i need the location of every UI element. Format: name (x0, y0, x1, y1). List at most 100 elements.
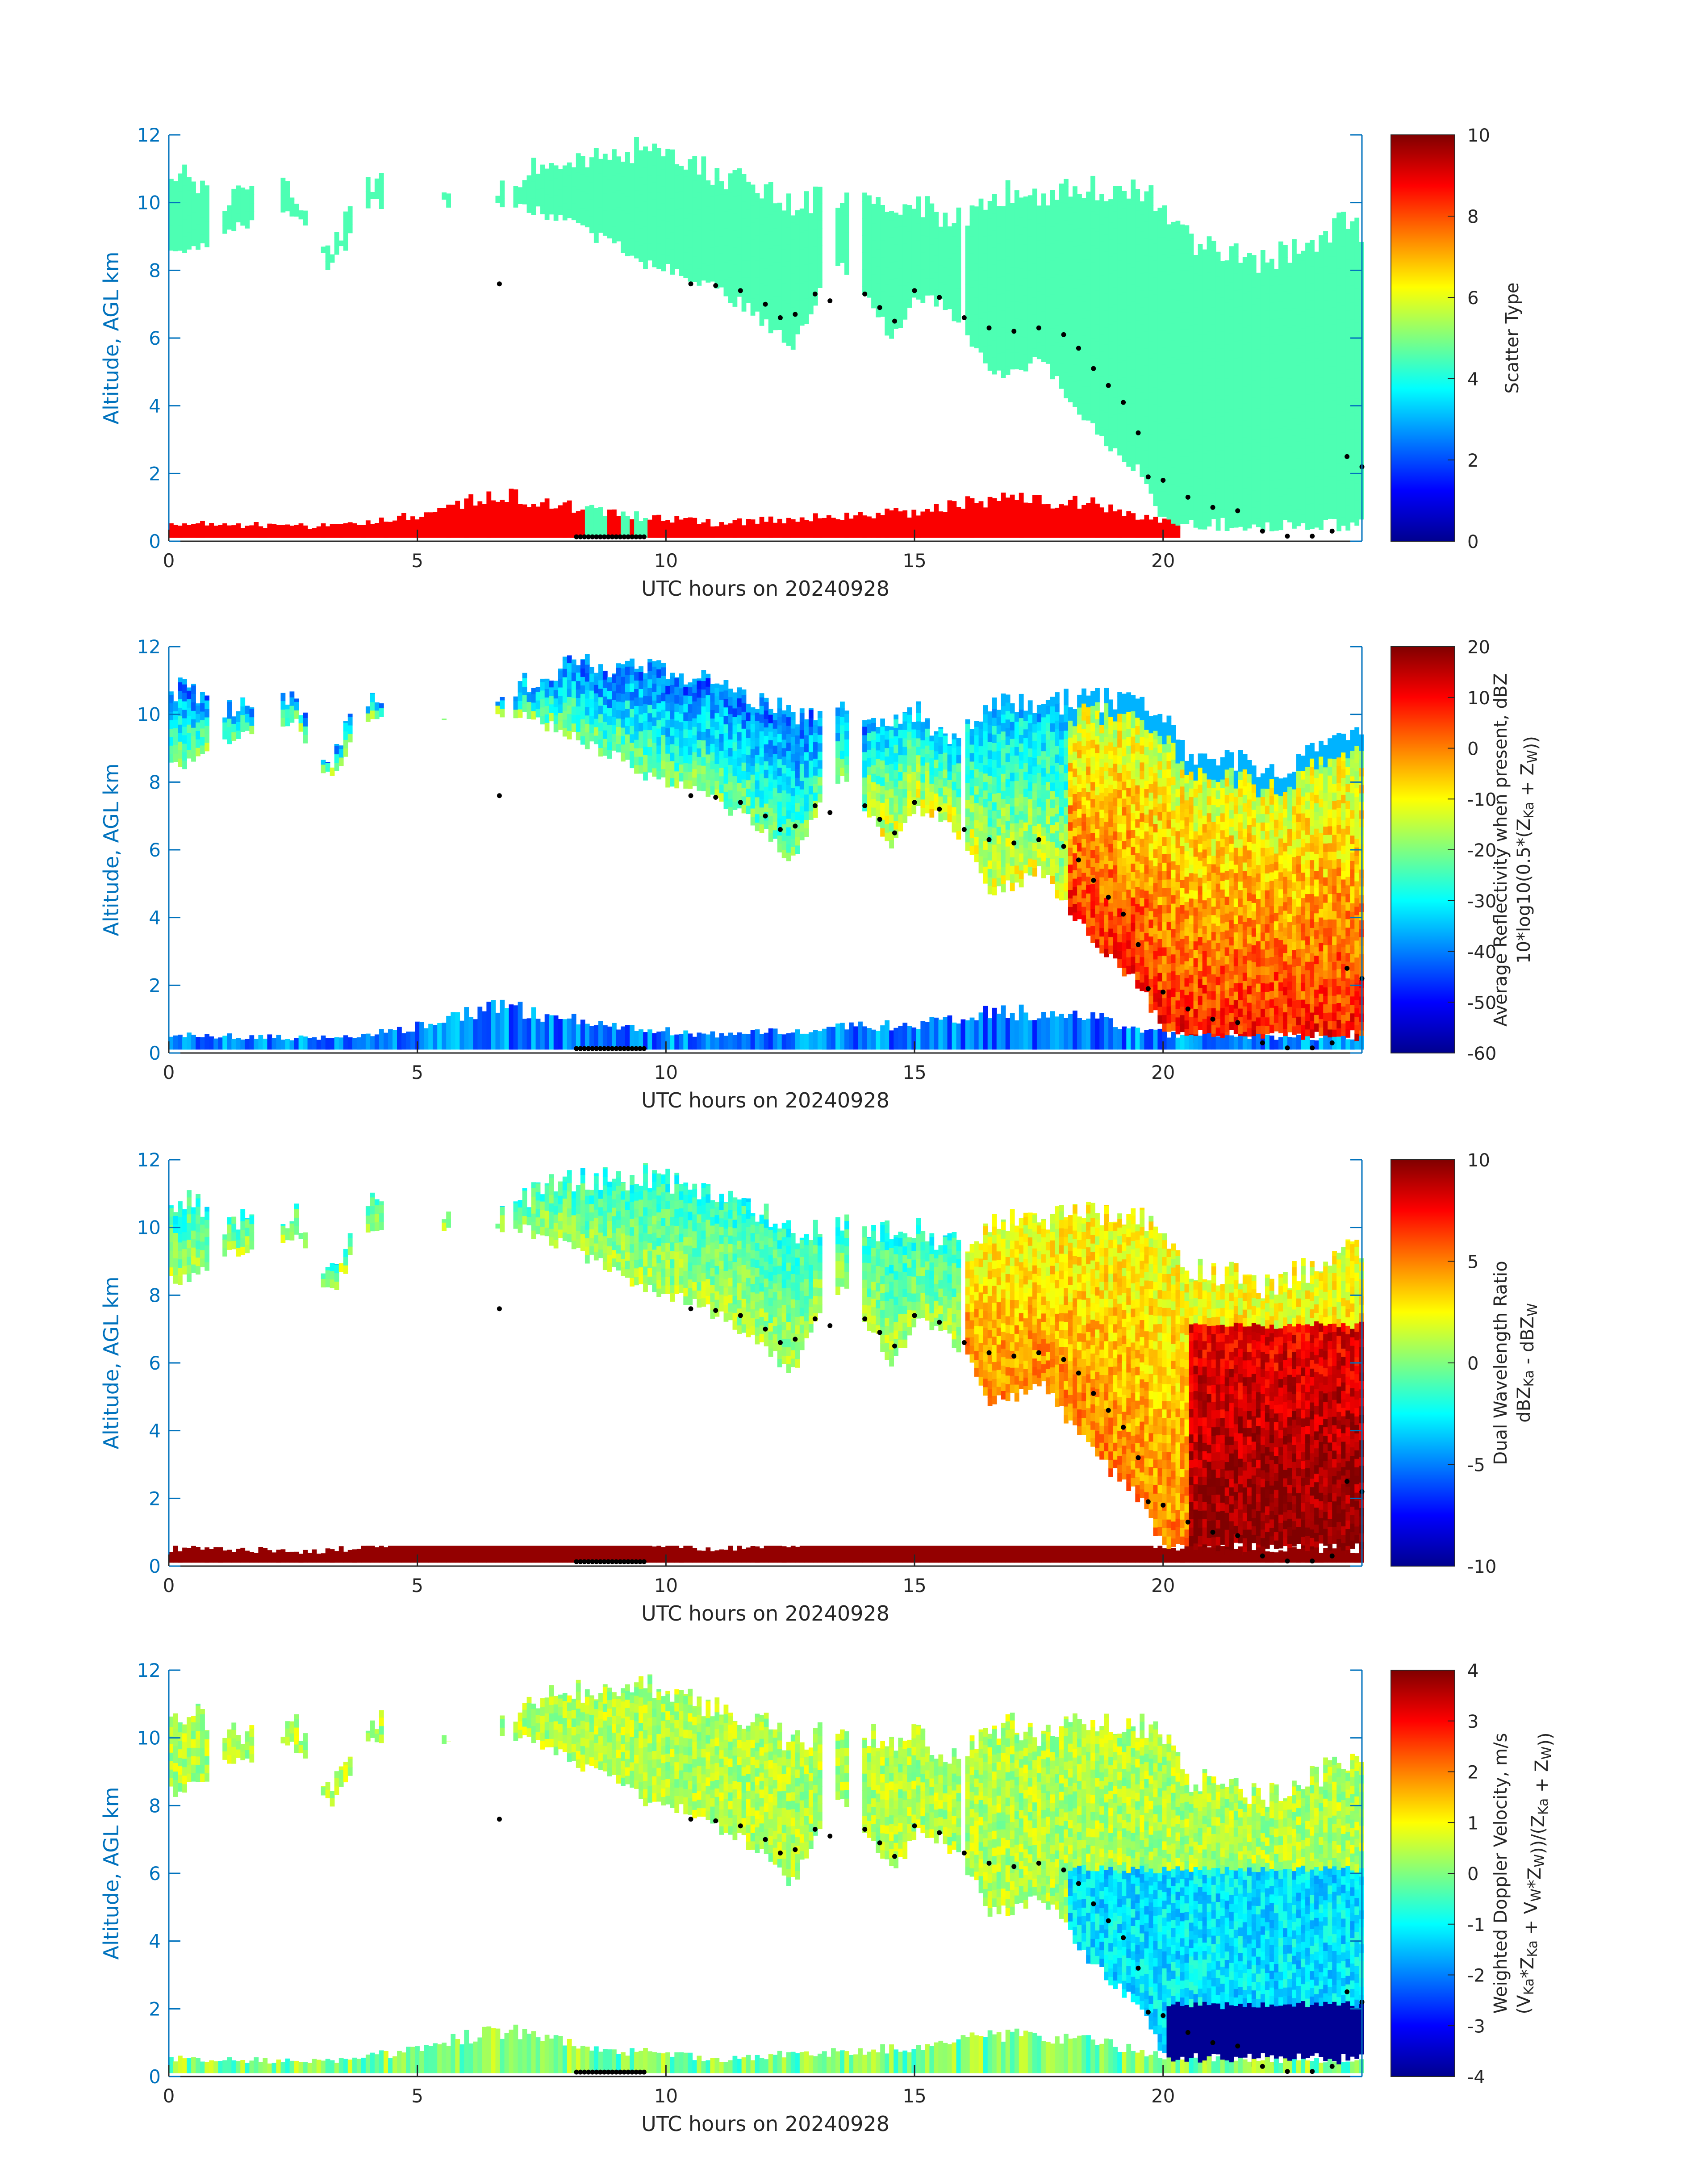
field-cell (549, 163, 554, 172)
field-cell (526, 179, 532, 188)
field-cell (808, 521, 814, 538)
field-cell (741, 201, 747, 210)
field-cell (983, 304, 988, 313)
field-cell (1180, 321, 1185, 330)
field-cell (692, 222, 697, 232)
field-cell (187, 732, 192, 742)
field-cell (1010, 292, 1015, 302)
field-cell (1328, 242, 1332, 248)
field-cell (1296, 475, 1301, 484)
field-cell (835, 215, 840, 224)
field-cell (1238, 289, 1243, 298)
field-cell (983, 507, 988, 538)
field-cell (674, 737, 680, 746)
field-cell (885, 242, 889, 251)
field-cell (665, 255, 670, 264)
field-cell (1328, 256, 1332, 265)
field-cell (804, 289, 809, 299)
field-cell (1064, 179, 1069, 187)
field-cell (593, 718, 599, 727)
field-cell (1135, 218, 1140, 228)
field-cell (1283, 245, 1288, 249)
field-cell (1328, 417, 1332, 426)
field-cell (1135, 405, 1140, 414)
field-cell (580, 677, 585, 685)
field-cell (1059, 321, 1064, 330)
field-cell (280, 718, 286, 727)
field-cell (885, 234, 889, 242)
field-cell (1131, 309, 1136, 319)
field-cell (477, 501, 483, 538)
field-cell (674, 217, 680, 227)
field-cell (697, 773, 702, 782)
field-cell (1162, 440, 1167, 449)
field-cell (665, 719, 670, 728)
field-cell (1140, 358, 1145, 367)
field-cell (1148, 231, 1154, 240)
field-cell (697, 723, 702, 731)
field-cell (1153, 472, 1158, 481)
field-cell (1319, 326, 1324, 335)
field-cell (1055, 507, 1060, 538)
field-cell (1310, 511, 1315, 521)
field-cell (714, 237, 720, 247)
field-cell (509, 1004, 514, 1050)
field-cell (593, 183, 599, 192)
field-cell (1328, 324, 1332, 333)
field-cell (1036, 282, 1042, 292)
field-cell (1260, 370, 1265, 379)
field-cell (1323, 384, 1328, 393)
field-cell (759, 275, 764, 284)
field-cell (1068, 376, 1073, 385)
field-cell (1198, 309, 1203, 318)
field-cell (956, 254, 961, 263)
field-cell (1041, 328, 1046, 337)
field-cell (1242, 488, 1248, 497)
field-cell (697, 234, 702, 243)
field-cell (567, 730, 572, 740)
field-cell (1220, 280, 1225, 289)
field-cell (1166, 392, 1172, 401)
field-cell (1198, 512, 1203, 521)
field-cell (974, 246, 979, 255)
field-cell (1202, 427, 1207, 437)
field-cell (692, 692, 697, 702)
field-cell (1345, 276, 1351, 285)
field-cell (1171, 289, 1176, 298)
field-cell (876, 249, 881, 258)
field-cell (679, 233, 684, 242)
field-cell (1242, 267, 1248, 277)
field-cell (670, 718, 675, 727)
field-cell (1292, 291, 1297, 300)
field-cell (639, 756, 643, 765)
field-cell (442, 192, 447, 200)
field-cell (952, 244, 957, 254)
field-cell (723, 245, 729, 254)
field-cell (647, 738, 652, 747)
field-cell (280, 195, 286, 204)
field-cell (764, 226, 769, 235)
field-cell (862, 210, 867, 219)
field-cell (974, 331, 979, 340)
field-cell (1354, 398, 1360, 407)
field-cell (1198, 419, 1203, 428)
field-cell (1157, 397, 1163, 407)
field-cell (808, 246, 814, 255)
field-cell (701, 272, 706, 281)
field-cell (562, 668, 568, 677)
field-cell (298, 715, 304, 723)
field-cell (987, 302, 993, 312)
field-cell (1140, 201, 1145, 206)
field-cell (1323, 325, 1328, 334)
field-cell (334, 524, 339, 538)
field-cell (786, 193, 791, 202)
field-cell (661, 156, 666, 161)
field-cell (1265, 262, 1270, 268)
field-cell (1265, 454, 1270, 464)
field-cell (1345, 505, 1351, 514)
field-cell (1082, 276, 1086, 285)
field-cell (209, 1036, 214, 1050)
field-cell (513, 696, 518, 702)
field-cell (1162, 212, 1167, 221)
field-cell (1148, 358, 1154, 367)
